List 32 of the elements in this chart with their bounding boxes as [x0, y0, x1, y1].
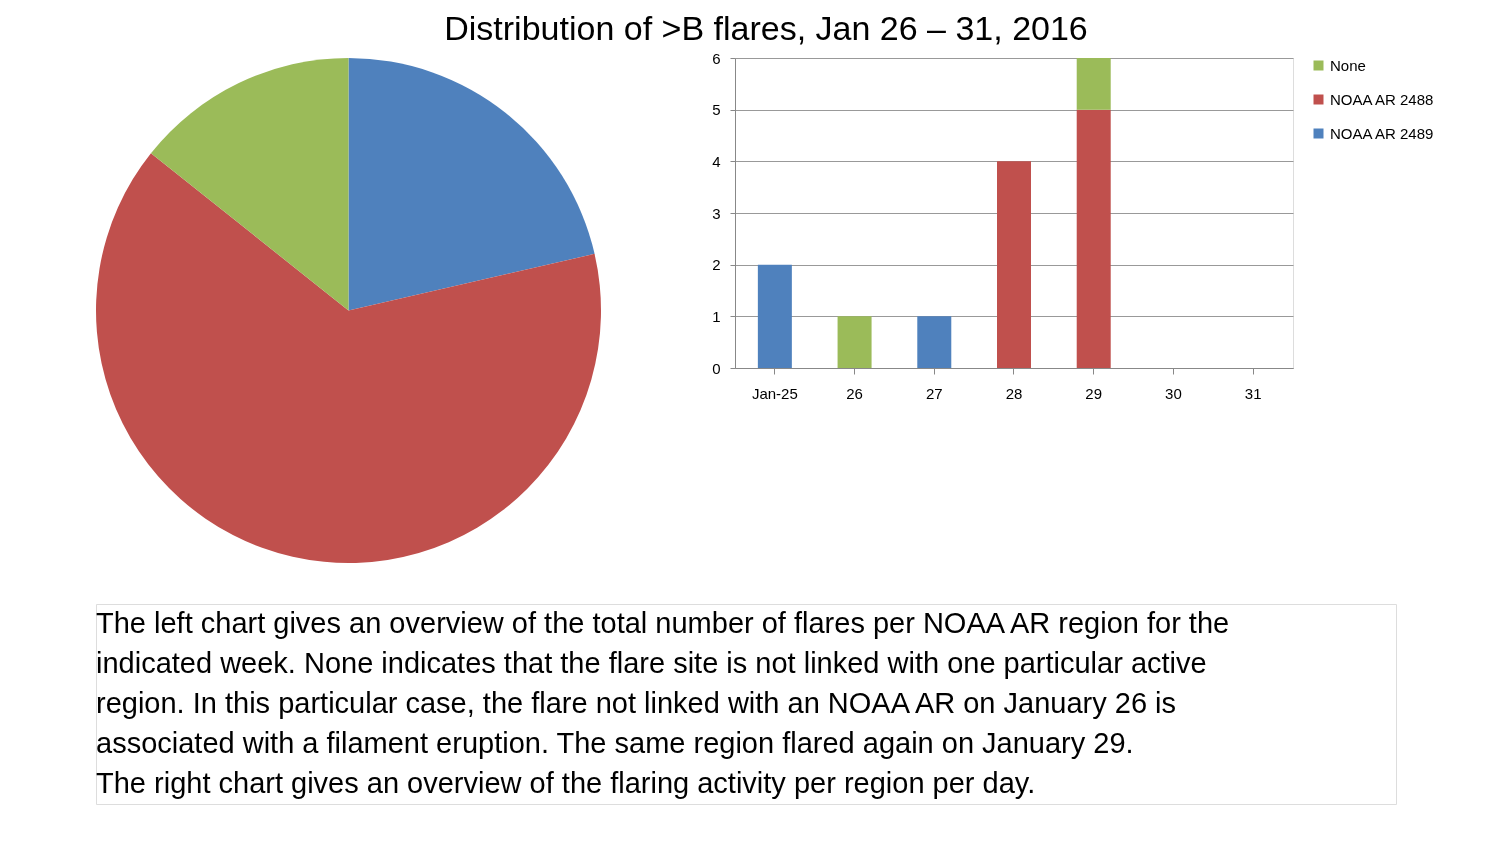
x-tick-label: 29 — [1085, 384, 1103, 402]
pie-slice — [348, 58, 595, 311]
y-tick-label: 5 — [712, 101, 721, 119]
x-tick-label: 26 — [846, 384, 863, 402]
text: Distribution of >B flares, Jan 26 – 31, 2016 — [444, 8, 1088, 47]
pie-slice — [96, 153, 601, 563]
x-tick-label: 27 — [925, 384, 943, 402]
bar — [1076, 58, 1111, 110]
text: The right chart gives an overview of the flaring activity per region per day. — [96, 767, 1036, 799]
bar — [757, 264, 792, 368]
x-tick-label: 31 — [1244, 384, 1262, 402]
bar — [917, 316, 952, 368]
text: region. In this particular case, the flare not linked with an NOAA AR on January 26 is — [96, 687, 1177, 719]
legend-label: None — [1330, 56, 1366, 74]
y-tick-label: 1 — [712, 307, 721, 325]
text: The left chart gives an overview of the total number of flares per NOAA AR region for the — [96, 607, 1230, 639]
y-tick-label: 6 — [712, 49, 721, 67]
legend-label: NOAA AR 2489 — [1330, 124, 1434, 142]
bar — [1076, 109, 1111, 368]
x-tick-label: Jan-25 — [751, 384, 798, 402]
text: indicated week. None indicates that the flare site is not linked with one particular active — [96, 647, 1207, 679]
x-tick-label: 28 — [1005, 384, 1023, 402]
legend-label: NOAA AR 2488 — [1330, 90, 1434, 108]
y-tick-label: 2 — [712, 256, 721, 274]
y-tick-label: 4 — [712, 152, 721, 170]
bar — [997, 161, 1031, 368]
y-tick-label: 0 — [712, 359, 721, 377]
pie-slice — [150, 58, 349, 311]
y-tick-label: 3 — [712, 204, 721, 222]
bar — [837, 316, 872, 368]
text: associated with a filament eruption. The same region flared again on January 29. — [96, 727, 1134, 759]
x-tick-label: 30 — [1165, 384, 1182, 402]
